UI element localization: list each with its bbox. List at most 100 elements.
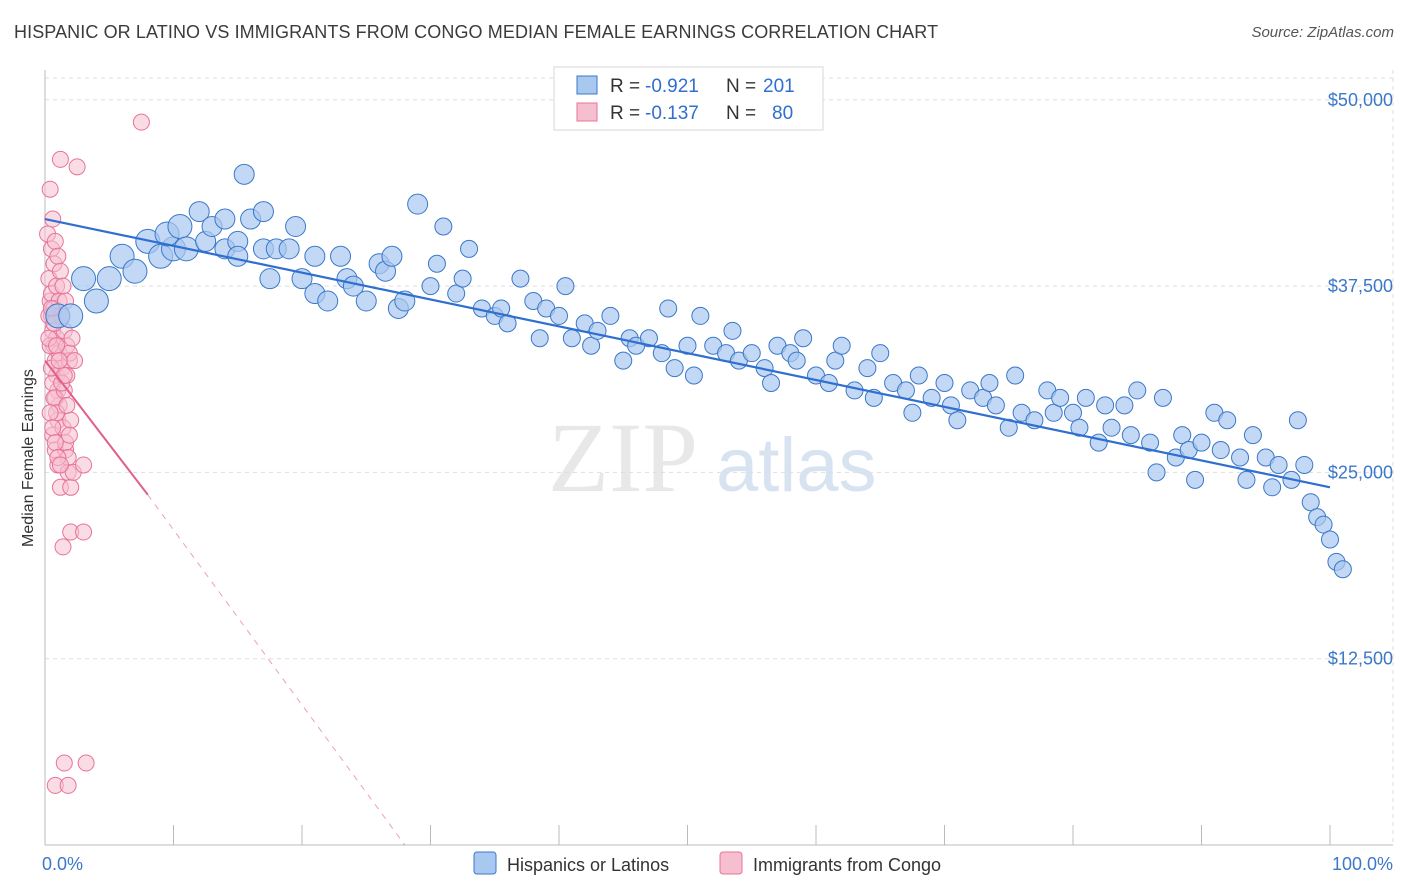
point-hispanic-103 xyxy=(986,396,1005,415)
point-hispanic-6 xyxy=(122,258,148,284)
point-hispanic-20 xyxy=(233,163,255,185)
point-hispanic-75 xyxy=(723,321,742,340)
legend-r-value-1: -0.921 xyxy=(645,76,699,97)
point-congo-69 xyxy=(48,337,66,355)
point-hispanic-61 xyxy=(588,321,607,340)
point-hispanic-54 xyxy=(530,329,549,348)
watermark-atlas: atlas xyxy=(716,423,877,508)
legend-n-value-2: 80 xyxy=(772,103,793,124)
point-hispanic-58 xyxy=(562,329,581,348)
point-hispanic-3 xyxy=(83,288,109,314)
point-hispanic-17 xyxy=(214,208,236,230)
point-congo-63 xyxy=(55,754,73,772)
x-tick-label-0: 0.0% xyxy=(42,854,83,874)
point-hispanic-111 xyxy=(1064,403,1082,422)
legend-n-value-1: 201 xyxy=(763,76,795,97)
point-hispanic-57 xyxy=(556,277,575,296)
point-congo-39 xyxy=(132,113,150,131)
point-hispanic-143 xyxy=(1321,530,1339,549)
point-hispanic-60 xyxy=(582,336,601,355)
point-hispanic-93 xyxy=(896,381,915,400)
point-congo-79 xyxy=(51,456,69,474)
point-congo-64 xyxy=(77,754,95,772)
y-tick-label-2: $37,500 xyxy=(1328,276,1393,296)
point-hispanic-109 xyxy=(1044,403,1063,422)
point-congo-66 xyxy=(59,776,77,794)
point-hispanic-63 xyxy=(614,351,633,370)
y-tick-label-3: $50,000 xyxy=(1328,90,1393,110)
axes xyxy=(44,70,1393,846)
point-congo-75 xyxy=(41,404,59,422)
series-hispanic xyxy=(45,163,1352,579)
point-hispanic-145 xyxy=(1333,560,1352,579)
point-congo-73 xyxy=(58,396,76,414)
point-congo-53 xyxy=(63,329,81,347)
point-hispanic-95 xyxy=(909,366,928,385)
x-tick-label-1: 100.0% xyxy=(1332,854,1393,874)
point-hispanic-136 xyxy=(1269,455,1288,474)
point-congo-44 xyxy=(54,277,72,295)
point-hispanic-46 xyxy=(453,269,472,288)
point-congo-36 xyxy=(41,180,59,198)
point-hispanic-38 xyxy=(381,245,403,267)
point-hispanic-94 xyxy=(903,403,922,422)
point-hispanic-41 xyxy=(407,193,429,215)
point-hispanic-140 xyxy=(1301,493,1320,512)
point-hispanic-72 xyxy=(691,306,710,325)
point-hispanic-114 xyxy=(1089,433,1108,452)
point-congo-61 xyxy=(75,523,93,541)
point-hispanic-79 xyxy=(762,373,781,392)
point-hispanic-135 xyxy=(1263,478,1282,497)
bottom-legend: Hispanics or Latinos Immigrants from Con… xyxy=(473,851,941,875)
point-hispanic-62 xyxy=(601,306,620,325)
point-hispanic-102 xyxy=(980,373,999,392)
legend-box: R = -0.921 N = 201 R = -0.137 N = 80 xyxy=(553,66,824,131)
point-hispanic-110 xyxy=(1051,388,1070,407)
point-hispanic-132 xyxy=(1237,470,1256,489)
point-hispanic-45 xyxy=(447,284,466,303)
trend-lines xyxy=(44,217,1331,846)
point-hispanic-116 xyxy=(1102,418,1121,437)
trend-line-hispanic xyxy=(44,217,1331,489)
legend-n-label-2: N = xyxy=(726,103,756,124)
point-hispanic-131 xyxy=(1231,448,1250,467)
point-hispanic-31 xyxy=(317,290,339,312)
bottom-legend-swatch-congo xyxy=(719,851,743,875)
point-hispanic-112 xyxy=(1070,418,1089,437)
point-congo-62 xyxy=(75,456,93,474)
point-hispanic-13 xyxy=(188,201,210,223)
point-hispanic-117 xyxy=(1115,396,1134,415)
y-tick-labels: $12,500 $25,000 $37,500 $50,000 xyxy=(1328,90,1393,669)
y-axis-label: Median Female Earnings xyxy=(20,369,37,547)
point-hispanic-66 xyxy=(639,329,658,348)
point-hispanic-4 xyxy=(96,266,122,292)
point-hispanic-44 xyxy=(434,217,453,236)
point-hispanic-139 xyxy=(1295,455,1314,474)
point-hispanic-130 xyxy=(1218,411,1237,430)
point-hispanic-30 xyxy=(304,245,326,267)
point-hispanic-87 xyxy=(832,336,851,355)
point-hispanic-138 xyxy=(1288,411,1307,430)
point-hispanic-115 xyxy=(1096,396,1115,415)
point-hispanic-122 xyxy=(1153,388,1172,407)
point-hispanic-126 xyxy=(1186,470,1205,489)
source-label: Source: ZipAtlas.com xyxy=(1251,24,1394,41)
point-hispanic-24 xyxy=(259,268,281,290)
point-congo-70 xyxy=(50,352,68,370)
point-congo-74 xyxy=(60,426,78,444)
point-hispanic-120 xyxy=(1141,433,1160,452)
y-tick-label-1: $25,000 xyxy=(1328,462,1393,482)
point-hispanic-56 xyxy=(550,306,568,325)
point-hispanic-105 xyxy=(1006,366,1025,385)
point-congo-40 xyxy=(44,210,62,228)
point-hispanic-83 xyxy=(794,329,813,348)
series-congo xyxy=(39,113,150,794)
point-hispanic-118 xyxy=(1121,426,1140,445)
point-congo-38 xyxy=(68,158,86,176)
point-hispanic-97 xyxy=(935,373,954,392)
bottom-legend-swatch-hispanic xyxy=(473,851,497,875)
legend-r-label-1: R = xyxy=(610,76,640,97)
point-hispanic-68 xyxy=(659,299,678,318)
point-hispanic-113 xyxy=(1076,388,1095,407)
